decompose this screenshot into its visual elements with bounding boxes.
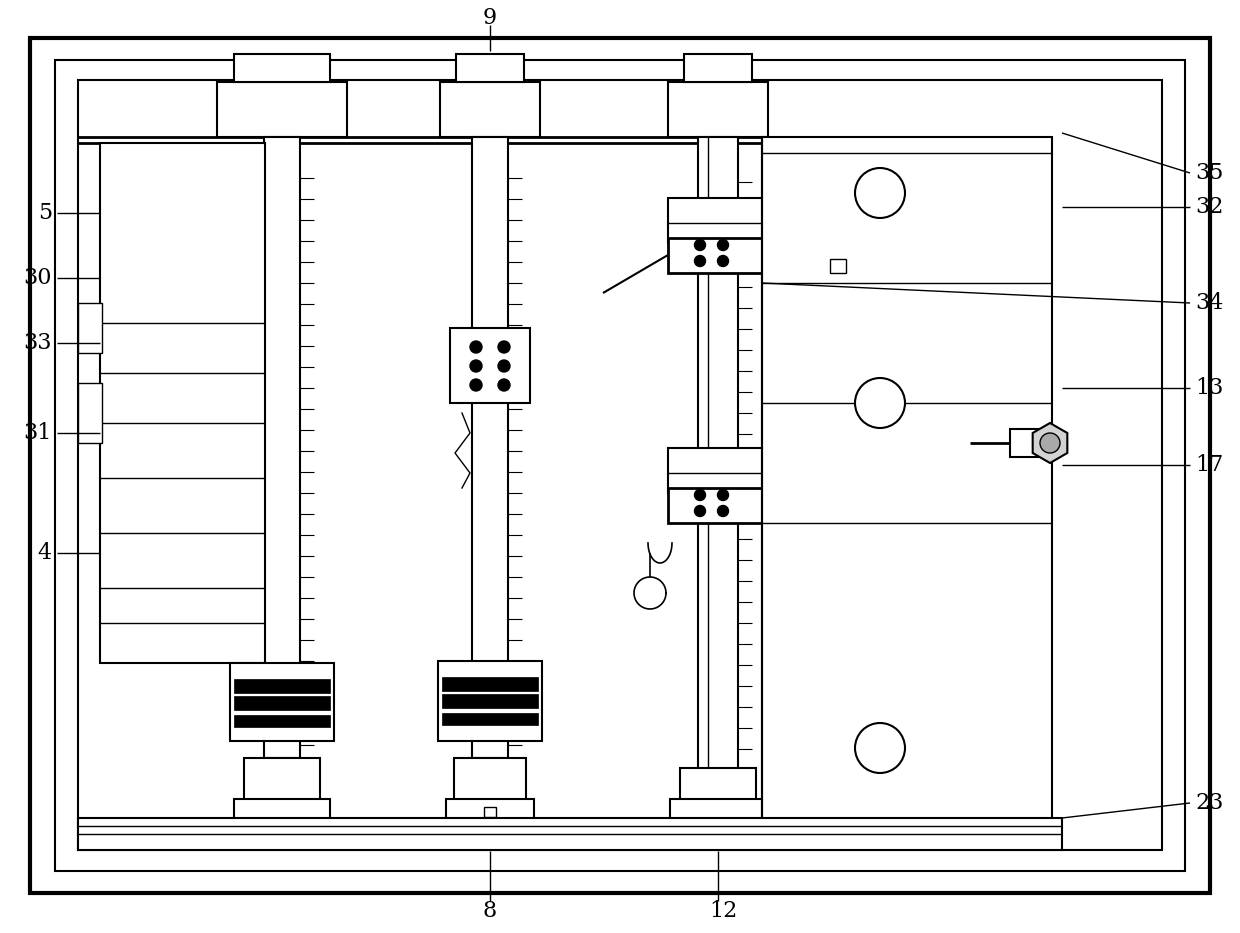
Bar [698,137,738,803]
Bar [830,259,846,273]
Text: 23: 23 [1195,792,1224,814]
Bar [234,54,330,82]
Circle shape [718,490,729,500]
Circle shape [694,506,706,517]
Bar [234,679,330,693]
Bar [441,677,538,691]
Text: 30: 30 [24,267,52,289]
Bar [446,799,534,819]
Circle shape [498,341,510,353]
Circle shape [470,341,482,353]
Text: 35: 35 [1195,162,1224,184]
Bar [668,82,768,137]
Text: 9: 9 [482,7,497,29]
Text: 31: 31 [24,422,52,444]
Bar [456,54,525,82]
Bar [684,54,751,82]
Text: 13: 13 [1195,377,1224,399]
Bar [670,799,766,819]
Bar [229,663,334,741]
Bar [668,198,768,243]
Text: 4: 4 [38,542,52,564]
Circle shape [718,506,729,517]
Circle shape [1040,433,1060,453]
Polygon shape [1033,423,1068,463]
Bar [680,768,756,803]
Bar [668,448,768,493]
Bar [78,303,102,353]
Circle shape [694,240,706,250]
Circle shape [856,168,905,218]
Bar [454,758,526,803]
Circle shape [498,360,510,372]
Text: 17: 17 [1195,454,1223,476]
Text: 32: 32 [1195,196,1224,218]
Bar [78,80,1162,850]
Bar [472,137,508,758]
Bar [78,818,1061,850]
Bar [668,238,768,273]
Bar [1011,429,1040,457]
Text: 8: 8 [482,900,497,922]
Bar [440,82,539,137]
Circle shape [856,723,905,773]
Circle shape [470,360,482,372]
Bar [234,799,330,819]
Bar [450,328,529,403]
Text: 34: 34 [1195,292,1224,314]
Circle shape [718,256,729,267]
Bar [55,60,1185,871]
Bar [441,694,538,708]
Circle shape [498,379,510,391]
Bar [441,713,538,725]
Circle shape [694,490,706,500]
Bar [484,807,496,817]
Bar [234,696,330,710]
Text: 12: 12 [709,900,737,922]
Bar [100,143,265,663]
Text: 33: 33 [24,332,52,354]
Bar [217,82,347,137]
Bar [244,758,320,803]
Bar [763,137,1052,819]
Circle shape [470,379,482,391]
Text: 5: 5 [38,202,52,224]
Circle shape [718,240,729,250]
Circle shape [856,378,905,428]
Bar [234,715,330,727]
Circle shape [694,256,706,267]
Bar [78,383,102,443]
Bar [264,137,300,758]
Bar [438,661,542,741]
Bar [668,488,768,523]
